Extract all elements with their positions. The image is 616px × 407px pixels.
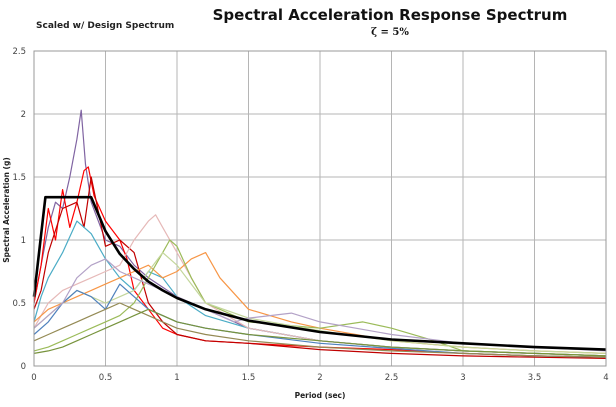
chart-note: Scaled w/ Design Spectrum xyxy=(36,21,174,31)
x-tick-label: 3 xyxy=(460,373,465,383)
y-axis-label: Spectral Acceleration (g) xyxy=(2,157,11,263)
y-tick-label: 1 xyxy=(21,236,26,246)
x-tick-label: 2.5 xyxy=(385,373,399,383)
record-spectrum-line-3 xyxy=(33,176,607,359)
record-spectrum-line-11 xyxy=(33,302,607,358)
x-tick-label: 1.5 xyxy=(242,373,256,383)
y-tick-label: 0 xyxy=(21,362,26,372)
x-tick-label: 0.5 xyxy=(99,373,113,383)
x-axis-ticks: 0 0.5 1 1.5 2 2.5 3 3.5 4 xyxy=(31,373,608,383)
y-tick-label: 1.5 xyxy=(12,173,26,183)
x-tick-label: 0 xyxy=(31,373,36,383)
plot-area-border xyxy=(33,50,607,367)
y-tick-label: 2 xyxy=(21,110,26,120)
x-tick-label: 2 xyxy=(317,373,322,383)
record-spectrum-line-12 xyxy=(33,308,607,357)
x-tick-label: 4 xyxy=(603,373,608,383)
chart-subtitle: ζ = 5% xyxy=(371,27,409,38)
y-tick-label: 0.5 xyxy=(12,299,26,309)
x-tick-label: 3.5 xyxy=(528,373,542,383)
gridlines xyxy=(33,50,607,367)
record-spectrum-line-7 xyxy=(33,239,607,357)
x-tick-label: 1 xyxy=(174,373,179,383)
chart-title: Spectral Acceleration Response Spectrum xyxy=(213,6,568,24)
y-tick-label: 2.5 xyxy=(12,47,26,57)
x-axis-label: Period (sec) xyxy=(295,391,346,400)
design-spectrum-line xyxy=(32,195,607,351)
design-spectrum xyxy=(32,195,607,351)
y-axis-ticks: 0 0.5 1 1.5 2 2.5 xyxy=(12,47,26,372)
